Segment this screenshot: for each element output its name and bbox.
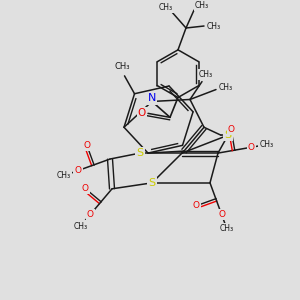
Text: O: O <box>75 166 82 175</box>
Text: CH₃: CH₃ <box>159 3 173 12</box>
Text: CH₃: CH₃ <box>207 22 221 31</box>
Text: O: O <box>218 210 225 219</box>
Text: O: O <box>83 141 90 150</box>
Text: CH₃: CH₃ <box>57 171 71 180</box>
Text: O: O <box>228 125 235 134</box>
Text: O: O <box>248 143 255 152</box>
Text: S: S <box>136 148 144 158</box>
Text: O: O <box>193 201 200 210</box>
Text: CH₃: CH₃ <box>219 83 233 92</box>
Text: CH₃: CH₃ <box>195 1 209 10</box>
Text: O: O <box>82 184 88 193</box>
Text: CH₃: CH₃ <box>199 70 213 79</box>
Text: CH₃: CH₃ <box>115 62 130 71</box>
Text: S: S <box>224 130 232 140</box>
Text: O: O <box>138 108 146 118</box>
Text: CH₃: CH₃ <box>259 140 273 149</box>
Text: CH₃: CH₃ <box>220 224 234 233</box>
Text: O: O <box>87 210 94 219</box>
Text: N: N <box>148 94 156 103</box>
Text: CH₃: CH₃ <box>74 222 88 231</box>
Text: S: S <box>148 178 156 188</box>
